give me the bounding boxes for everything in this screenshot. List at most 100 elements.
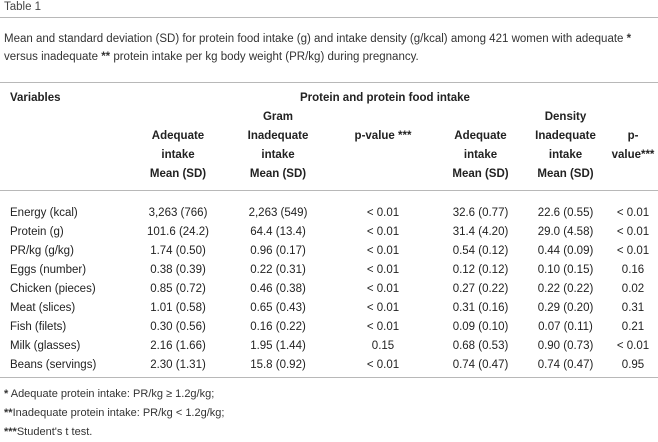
column-header: p-value*** — [608, 108, 658, 165]
pvalue-density-cell: 0.02 — [621, 282, 645, 295]
table-caption: Mean and standard deviation (SD) for pro… — [4, 30, 654, 66]
header-top-line — [608, 108, 658, 127]
variable-cell: PR/kg (g/kg) — [10, 244, 74, 257]
pvalue-gram-cell: < 0.01 — [366, 263, 400, 276]
header-line: Inadequate — [247, 130, 309, 142]
adequate-density-cell: 32.6 (0.77) — [452, 206, 509, 219]
inadequate-density-cell: 0.10 (0.15) — [537, 263, 594, 276]
table-row: Meat (slices) 1.01 (0.58) 0.65 (0.43) < … — [0, 298, 658, 317]
inadequate-density-cell: 29.0 (4.58) — [537, 225, 594, 238]
inadequate-gram-cell: 0.65 (0.43) — [250, 301, 306, 314]
variable-cell: Eggs (number) — [10, 263, 87, 276]
footnote-mark: ** — [4, 407, 13, 419]
adequate-density-cell: 31.4 (4.20) — [452, 225, 509, 238]
footnote-mark: * — [4, 388, 9, 400]
inadequate-gram-cell: 0.22 (0.31) — [250, 263, 306, 276]
pvalue-gram-cell: < 0.01 — [366, 301, 400, 314]
inadequate-density-cell: 0.22 (0.22) — [537, 282, 594, 295]
inadequate-gram-cell: 64.4 (13.4) — [250, 225, 306, 238]
inadequate-density-cell: 0.90 (0.73) — [537, 339, 594, 352]
pvalue-density-cell: 0.95 — [621, 358, 645, 371]
header-line: intake — [261, 149, 295, 161]
inadequate-gram-cell: 0.16 (0.22) — [250, 320, 306, 333]
pvalue-gram-cell: 0.15 — [371, 339, 395, 352]
inadequate-density-cell: 22.6 (0.55) — [537, 206, 594, 219]
pvalue-gram-cell: < 0.01 — [366, 358, 400, 371]
footnote: ***Student's t test. — [4, 423, 224, 442]
table-row: Fish (filets) 0.30 (0.56) 0.16 (0.22) < … — [0, 317, 658, 336]
header-top-line — [128, 108, 228, 127]
inadequate-density-cell: 0.44 (0.09) — [537, 244, 594, 257]
inadequate-gram-cell: 0.46 (0.38) — [250, 282, 306, 295]
column-header: Adequate intake Mean (SD) — [438, 108, 523, 184]
header-top-line — [438, 108, 523, 127]
inadequate-gram-cell: 0.96 (0.17) — [250, 244, 306, 257]
adequate-gram-cell: 101.6 (24.2) — [146, 225, 209, 238]
adequate-gram-cell: 2.30 (1.31) — [150, 358, 206, 371]
header-line: p-value*** — [611, 130, 655, 161]
adequate-gram-cell: 3,263 (766) — [148, 206, 208, 219]
adequate-density-cell: 0.12 (0.12) — [452, 263, 509, 276]
inadequate-density-cell: 0.74 (0.47) — [537, 358, 594, 371]
inadequate-gram-cell: 1.95 (1.44) — [250, 339, 306, 352]
header-line: Adequate — [151, 130, 205, 142]
inadequate-gram-cell: 2,263 (549) — [248, 206, 308, 219]
column-header: Adequate intake Mean (SD) — [128, 108, 228, 184]
column-header: Gram Inadequate intake Mean (SD) — [228, 108, 328, 184]
pvalue-density-cell: 0.16 — [621, 263, 645, 276]
table-row: Beans (servings) 2.30 (1.31) 15.8 (0.92)… — [0, 355, 658, 374]
variable-cell: Beans (servings) — [10, 358, 97, 371]
footnote: **Inadequate protein intake: PR/kg < 1.2… — [4, 404, 224, 423]
inadequate-density-cell: 0.29 (0.20) — [537, 301, 594, 314]
caption-mark-2: ** — [101, 51, 111, 63]
footnote: * Adequate protein intake: PR/kg ≥ 1.2g/… — [4, 385, 224, 404]
variable-cell: Fish (filets) — [10, 320, 67, 333]
adequate-gram-cell: 0.85 (0.72) — [150, 282, 206, 295]
adequate-density-cell: 0.74 (0.47) — [452, 358, 509, 371]
adequate-gram-cell: 0.38 (0.39) — [150, 263, 206, 276]
pvalue-gram-cell: < 0.01 — [366, 225, 400, 238]
table-row: Protein (g) 101.6 (24.2) 64.4 (13.4) < 0… — [0, 222, 658, 241]
header-top-line — [328, 108, 438, 127]
inadequate-gram-cell: 15.8 (0.92) — [250, 358, 306, 371]
adequate-gram-cell: 0.30 (0.56) — [150, 320, 206, 333]
table-footnotes: * Adequate protein intake: PR/kg ≥ 1.2g/… — [4, 385, 224, 442]
adequate-gram-cell: 1.74 (0.50) — [150, 244, 206, 257]
pvalue-density-cell: < 0.01 — [616, 339, 650, 352]
adequate-density-cell: 0.31 (0.16) — [452, 301, 509, 314]
header-line: Adequate — [454, 130, 507, 142]
header-line: intake — [548, 149, 583, 161]
variable-cell: Meat (slices) — [10, 301, 76, 314]
header-top-rule — [0, 82, 658, 83]
header-line: Mean (SD) — [249, 168, 307, 180]
footnote-text: Adequate protein intake: PR/kg ≥ 1.2g/kg… — [8, 388, 215, 400]
variable-cell: Chicken (pieces) — [10, 282, 96, 295]
pvalue-density-cell: < 0.01 — [616, 206, 650, 219]
table-row: Eggs (number) 0.38 (0.39) 0.22 (0.31) < … — [0, 260, 658, 279]
table-row: Energy (kcal) 3,263 (766) 2,263 (549) < … — [0, 203, 658, 222]
group-title: Protein and protein food intake — [300, 92, 470, 104]
caption-text-3: protein intake per kg body weight (PR/kg… — [110, 51, 419, 63]
header-line: Mean (SD) — [452, 168, 509, 180]
pvalue-density-cell: < 0.01 — [616, 244, 650, 257]
caption-text-2: versus inadequate — [4, 51, 102, 63]
adequate-density-cell: 0.54 (0.12) — [452, 244, 509, 257]
table-row: Chicken (pieces) 0.85 (0.72) 0.46 (0.38)… — [0, 279, 658, 298]
pvalue-gram-cell: < 0.01 — [366, 244, 400, 257]
pvalue-density-cell: < 0.01 — [616, 225, 650, 238]
variable-cell: Energy (kcal) — [10, 206, 78, 219]
adequate-density-cell: 0.27 (0.22) — [452, 282, 509, 295]
header-line: p-value *** — [354, 130, 412, 142]
pvalue-density-cell: 0.21 — [621, 320, 645, 333]
adequate-gram-cell: 1.01 (0.58) — [150, 301, 206, 314]
footnote-text: Student's t test. — [16, 426, 93, 438]
pvalue-gram-cell: < 0.01 — [366, 282, 400, 295]
variable-cell: Protein (g) — [10, 225, 64, 238]
pvalue-density-cell: 0.31 — [621, 301, 645, 314]
adequate-density-cell: 0.09 (0.10) — [452, 320, 509, 333]
caption-mark-1: * — [626, 33, 632, 45]
caption-text-1: Mean and standard deviation (SD) for pro… — [4, 33, 627, 45]
pvalue-gram-cell: < 0.01 — [366, 320, 400, 333]
pvalue-gram-cell: < 0.01 — [366, 206, 400, 219]
table-label: Table 1 — [4, 1, 42, 13]
